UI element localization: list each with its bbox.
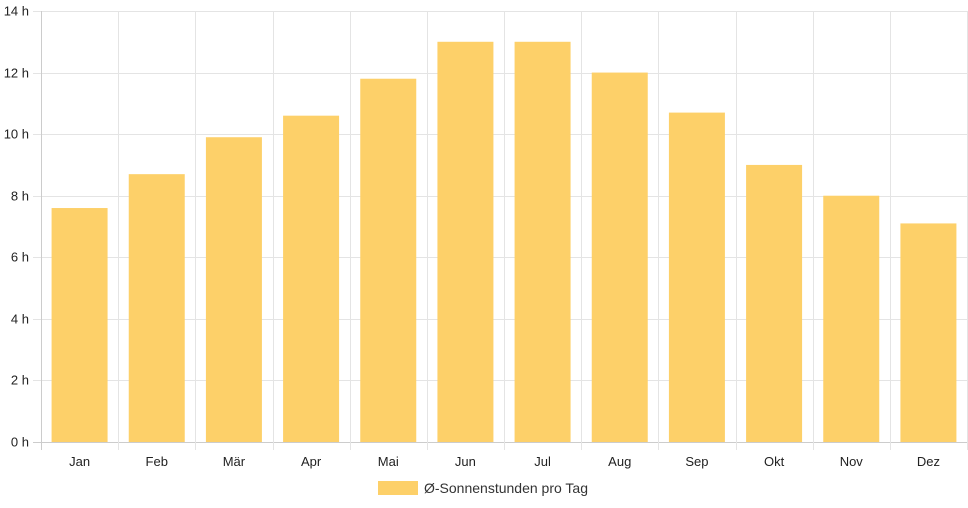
x-tick-label: Dez [917, 454, 940, 469]
y-tick-label: 10 h [4, 127, 29, 142]
x-tick-label: Sep [685, 454, 708, 469]
x-tick-label: Apr [301, 454, 322, 469]
x-tick-label: Feb [146, 454, 168, 469]
bar-feb [128, 174, 185, 442]
x-tick-label: Jul [534, 454, 551, 469]
x-tick-label: Mär [223, 454, 246, 469]
bar-okt [746, 164, 803, 442]
x-tick-label: Nov [840, 454, 864, 469]
x-tick-label: Jun [455, 454, 476, 469]
x-tick-label: Mai [378, 454, 399, 469]
bar-sep [668, 112, 725, 442]
y-tick-label: 6 h [11, 250, 29, 265]
legend-label: Ø-Sonnenstunden pro Tag [424, 480, 588, 496]
y-tick-label: 12 h [4, 66, 29, 81]
y-tick-label: 14 h [4, 4, 29, 19]
y-tick-label: 0 h [11, 435, 29, 450]
x-tick-label: Okt [764, 454, 785, 469]
bar-mär [205, 137, 262, 442]
bar-dez [900, 223, 957, 442]
y-tick-label: 2 h [11, 373, 29, 388]
y-tick-label: 8 h [11, 189, 29, 204]
legend[interactable]: Ø-Sonnenstunden pro Tag [378, 480, 588, 496]
x-tick-label: Jan [69, 454, 90, 469]
bar-apr [283, 115, 340, 443]
bar-nov [823, 195, 880, 442]
bar-jul [514, 41, 571, 443]
bar-jun [437, 41, 494, 443]
bar-aug [591, 72, 648, 443]
x-tick-label: Aug [608, 454, 631, 469]
bar-jan [51, 208, 108, 442]
y-tick-label: 4 h [11, 312, 29, 327]
bar-mai [360, 78, 417, 442]
legend-swatch [378, 481, 418, 495]
